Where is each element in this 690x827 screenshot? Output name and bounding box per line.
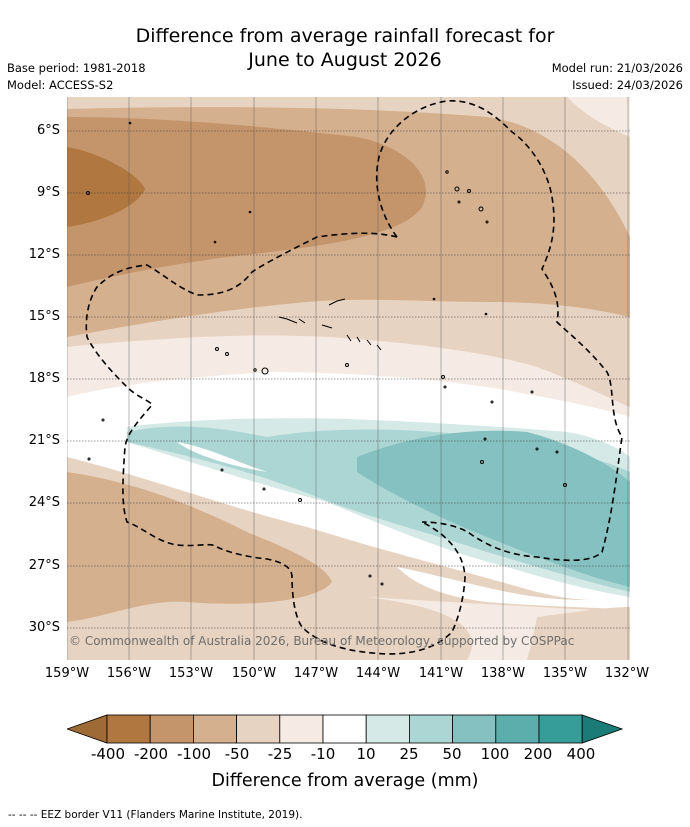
colorbar-tick-label: -400 <box>90 745 126 763</box>
base-period: Base period: 1981-2018 <box>7 61 146 75</box>
colorbar-cell <box>279 714 324 744</box>
lat-tick-label: 18°S <box>28 371 60 386</box>
model-run: Model run: 21/03/2026 <box>551 61 683 75</box>
colorbar-extend-high <box>581 714 623 744</box>
colorbar-cell <box>452 714 497 744</box>
band-south-white <box>397 567 630 610</box>
lon-tick-label: 150°W <box>231 666 277 681</box>
colorbar-tick-label: 400 <box>566 745 596 763</box>
lat-gridlines <box>67 130 630 629</box>
colorbar-tick-label: 10 <box>356 745 376 763</box>
eez-border-west <box>85 232 466 655</box>
colorbar-cell <box>408 714 453 744</box>
colorbar-cell <box>538 714 583 744</box>
lat-tick-label: 21°S <box>28 433 60 448</box>
lat-tick-label: 24°S <box>28 495 60 510</box>
title-line-2: June to August 2026 <box>248 49 442 71</box>
map-title: Difference from average rainfall forecas… <box>0 24 690 72</box>
lat-tick-label: 6°S <box>36 123 60 138</box>
model-name: Model: ACCESS-S2 <box>7 78 114 92</box>
meta-left: Base period: 1981-2018 Model: ACCESS-S2 <box>7 60 146 94</box>
colorbar-cell <box>322 714 367 744</box>
colorbar-cell <box>365 714 410 744</box>
colorbar-title: Difference from average (mm) <box>211 771 479 791</box>
lon-tick-label: 156°W <box>106 666 152 681</box>
meta-right: Model run: 21/03/2026 Issued: 24/03/2026 <box>552 60 683 94</box>
colorbar-tick-label: -200 <box>133 745 169 763</box>
issued-date: Issued: 24/03/2026 <box>572 78 683 92</box>
band-wet-strong <box>357 430 630 587</box>
lon-tick-label: 147°W <box>293 666 339 681</box>
band-dry-strong <box>67 117 426 287</box>
band-south-tan <box>527 607 630 660</box>
lon-tick-label: 132°W <box>604 666 650 681</box>
colorbar-tick-label: 100 <box>480 745 510 763</box>
colorbar-labels: -400 -200 -100 -50 -25 -10 10 25 50 100 … <box>90 745 596 763</box>
band-dry-max <box>67 147 145 227</box>
lon-tick-label: 153°W <box>168 666 214 681</box>
lat-axis: 6°S 9°S 12°S 15°S 18°S 21°S 24°S 27°S 30… <box>0 0 62 700</box>
colorbar-cell <box>106 714 151 744</box>
lon-tick-label: 135°W <box>542 666 588 681</box>
lon-tick-label: 141°W <box>418 666 464 681</box>
footnote: -- -- -- EEZ border V11 (Flanders Marine… <box>8 809 303 821</box>
lon-gridlines <box>67 97 629 660</box>
white-patch-1 <box>177 442 267 472</box>
colorbar-tick-label: -100 <box>176 745 212 763</box>
colorbar-tick-label: -50 <box>224 745 250 763</box>
lon-tick-label: 159°W <box>44 666 90 681</box>
colorbar-cells <box>67 714 623 744</box>
band-dry-south-medium <box>67 472 332 622</box>
colorbar-tick-label: 50 <box>442 745 462 763</box>
lon-axis: 159°W 156°W 153°W 150°W 147°W 144°W 141°… <box>44 666 650 681</box>
island-outlines <box>86 121 567 586</box>
title-line-1: Difference from average rainfall forecas… <box>135 25 555 47</box>
lat-tick-label: 15°S <box>28 309 60 324</box>
colorbar-cell <box>236 714 281 744</box>
colorbar-tick-label: 25 <box>399 745 419 763</box>
colorbar-cell <box>495 714 540 744</box>
colorbar-tick-label: -25 <box>267 745 293 763</box>
lon-tick-label: 138°W <box>480 666 526 681</box>
lat-tick-label: 27°S <box>28 558 60 573</box>
colorbar-tick-label: 200 <box>523 745 553 763</box>
colorbar <box>67 714 623 744</box>
colorbar-tick-label: -10 <box>310 745 336 763</box>
lat-tick-label: 12°S <box>28 247 60 262</box>
lat-tick-label: 9°S <box>36 185 60 200</box>
copyright-text: © Commonwealth of Australia 2026, Bureau… <box>69 634 575 648</box>
lat-tick-label: 30°S <box>28 620 60 635</box>
rainfall-map <box>67 97 630 660</box>
eez-border-east <box>375 100 623 562</box>
lon-tick-label: 144°W <box>355 666 401 681</box>
